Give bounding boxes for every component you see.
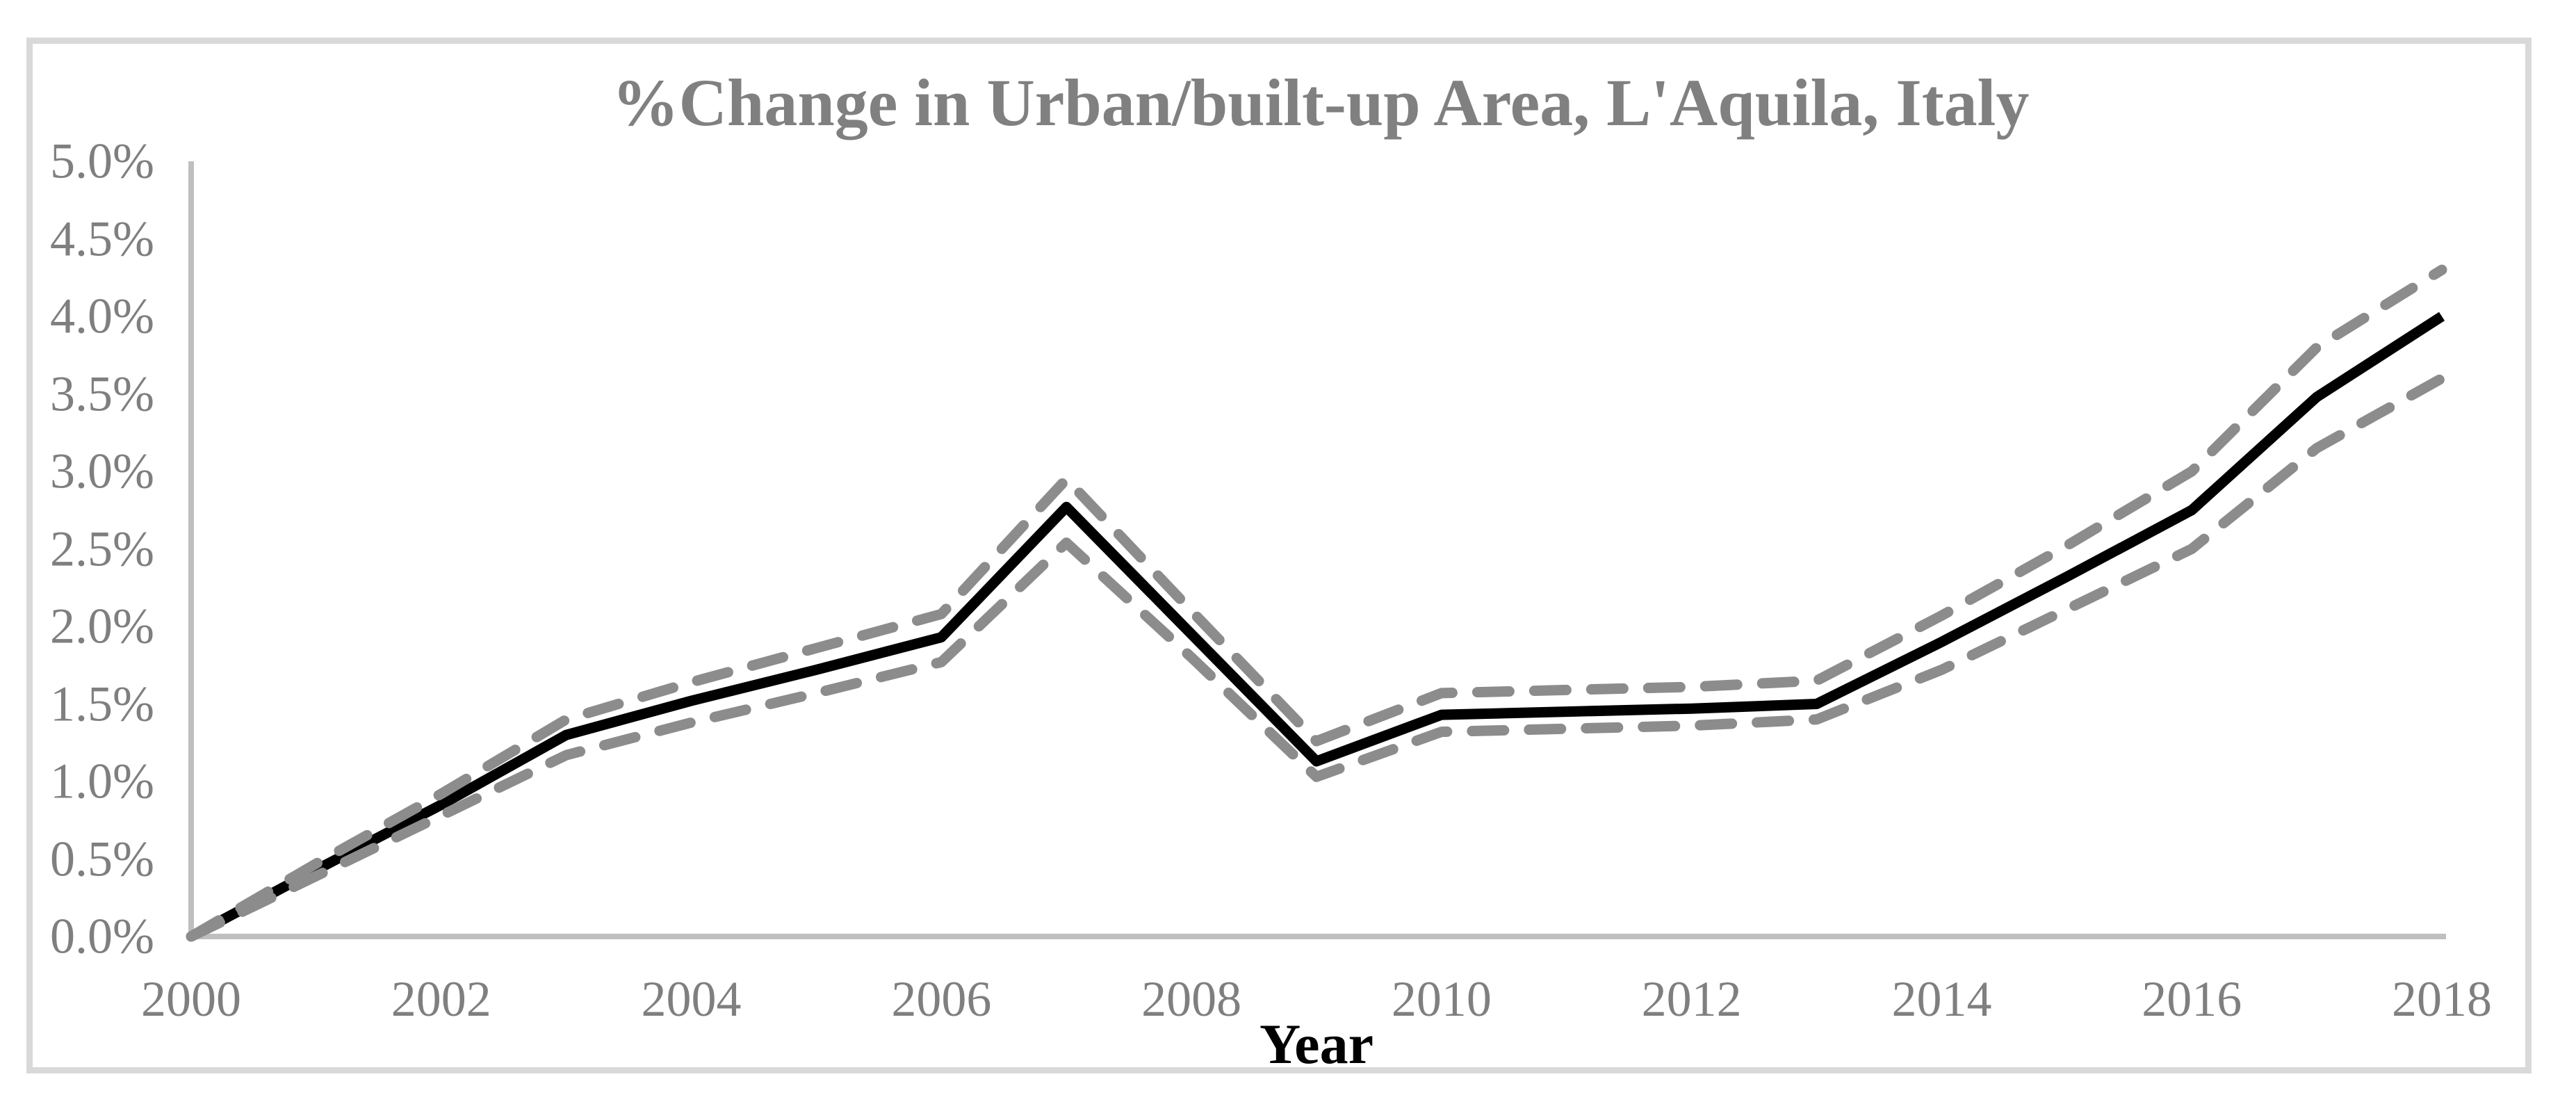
y-tick-label-3.0%: 3.0% [50,443,154,499]
y-tick-label-4.5%: 4.5% [50,211,154,266]
x-tick-label-2014: 2014 [1891,971,1992,1027]
x-tick-label-2000: 2000 [141,971,241,1027]
chart-title: %Change in Urban/built-up Area, L'Aquila… [612,65,2030,140]
x-tick-label-2012: 2012 [1641,971,1742,1027]
series-percent-change-estimate [188,311,2445,941]
y-tick-label-1.5%: 1.5% [50,676,154,731]
y-tick-label-3.5%: 3.5% [50,366,154,421]
x-tick-label-2004: 2004 [641,971,742,1027]
series-lower-bound [186,373,2447,942]
x-tick-label-2016: 2016 [2142,971,2242,1027]
x-tick-label-2018: 2018 [2392,971,2492,1027]
y-tick-label-0.0%: 0.0% [50,908,154,964]
y-tick-label-2.0%: 2.0% [50,598,154,654]
y-tick-label-0.5%: 0.5% [50,831,154,886]
x-tick-label-2002: 2002 [391,971,491,1027]
x-tick-label-2008: 2008 [1141,971,1242,1027]
y-tick-label-5.0%: 5.0% [50,133,154,189]
y-tick-label-4.0%: 4.0% [50,288,154,344]
y-tick-label-1.0%: 1.0% [50,753,154,809]
x-axis-title: Year [1260,1012,1373,1076]
series-upper-bound [186,264,2447,942]
x-tick-label-2006: 2006 [891,971,992,1027]
x-tick-label-2010: 2010 [1391,971,1492,1027]
y-tick-label-2.5%: 2.5% [50,521,154,576]
